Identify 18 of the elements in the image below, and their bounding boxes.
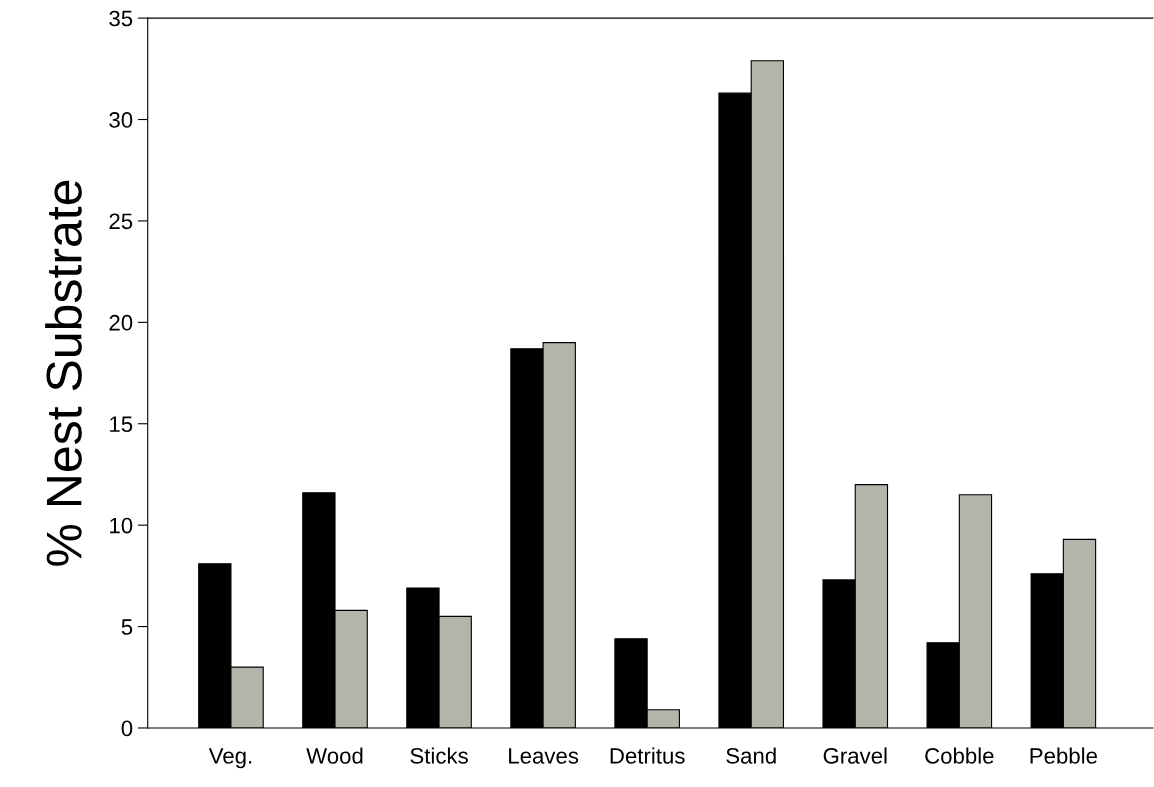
x-tick-label: Leaves [509, 748, 579, 764]
x-tick-label: Wood [306, 747, 363, 764]
y-tick-label: 20 [109, 314, 133, 331]
y-axis-title: % Nest Substrate [45, 180, 82, 566]
x-tick-label: Cobble [925, 747, 994, 764]
y-tick-label: 25 [109, 213, 133, 230]
y-tick-label: 0 [121, 720, 133, 737]
x-tick-label: Sticks [410, 747, 468, 764]
y-tick-label: 30 [109, 112, 133, 128]
x-tick-label: Detritus [610, 747, 685, 764]
y-tick-label: 35 [109, 10, 133, 27]
x-tick-label: Pebble [1030, 747, 1097, 764]
y-tick-label: 10 [110, 517, 133, 534]
x-tick-label: Veg. [208, 748, 252, 769]
y-tick-label: 15 [110, 416, 133, 433]
x-tick-label: Gravel [823, 747, 887, 764]
y-tick-label: 5 [121, 619, 133, 635]
x-tick-label: Sand [726, 747, 776, 764]
